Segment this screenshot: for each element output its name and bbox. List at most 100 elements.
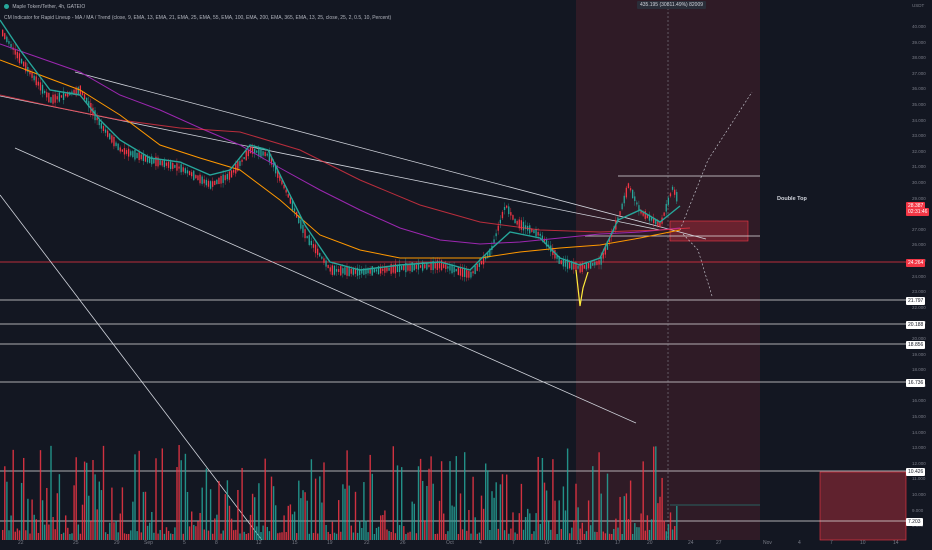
volume-bar <box>655 446 657 540</box>
volume-bar <box>646 515 649 540</box>
volume-bar <box>119 513 121 540</box>
volume-bar <box>310 459 313 540</box>
candle-body <box>619 211 621 216</box>
y-axis-tick: 22.000 <box>912 304 926 310</box>
volume-bar <box>545 490 548 540</box>
volume-bar <box>203 529 205 540</box>
candle-body <box>31 72 33 78</box>
y-axis-tick: 9.000 <box>912 507 924 513</box>
candle-body <box>474 265 476 275</box>
candle-body <box>245 150 247 161</box>
volume-bar <box>327 531 329 540</box>
volume-bar <box>230 518 233 540</box>
candle-body <box>422 262 424 271</box>
volume-bar <box>94 474 96 540</box>
volume-bar <box>272 486 275 540</box>
volume-bar <box>640 513 642 540</box>
candle-body <box>293 208 296 212</box>
candle-body <box>96 117 98 121</box>
candle-body <box>289 197 291 204</box>
candle-body <box>314 244 317 254</box>
volume-bar <box>130 530 132 540</box>
candle-body <box>562 259 564 267</box>
price-tag-price: 28.387 <box>906 202 926 210</box>
x-axis-tick: 13 <box>576 540 582 546</box>
volume-bar <box>537 456 539 540</box>
volume-bar <box>323 462 325 540</box>
volume-bar <box>107 533 109 540</box>
volume-bar <box>506 474 508 540</box>
candle-body <box>531 228 533 232</box>
volume-bar <box>394 533 397 540</box>
candle-body <box>377 266 380 275</box>
volume-bar <box>54 529 56 540</box>
volume-bar <box>392 446 394 540</box>
volume-bar <box>314 478 317 540</box>
candle-body <box>172 162 174 169</box>
volume-bar <box>146 525 149 540</box>
volume-bar <box>157 533 159 540</box>
candle-body <box>371 266 373 276</box>
candle-body <box>170 161 172 169</box>
candle-body <box>188 171 191 176</box>
volume-bar <box>382 515 384 540</box>
candle-body <box>241 159 243 162</box>
candle-body <box>655 219 657 225</box>
volume-bar <box>161 448 163 540</box>
volume-bar <box>470 533 472 540</box>
y-axis-tick: 34.000 <box>912 117 926 123</box>
volume-bar <box>632 533 634 540</box>
candle-body <box>117 143 119 151</box>
candle-body <box>37 81 39 86</box>
candle-body <box>65 93 67 97</box>
candle-body <box>459 267 462 276</box>
candle-body <box>100 123 102 129</box>
candle-body <box>535 228 537 237</box>
candle-body <box>266 153 268 156</box>
volume-bar <box>308 533 310 540</box>
volume-bar <box>541 457 544 540</box>
candle-body <box>575 262 577 271</box>
candle-body <box>443 264 445 268</box>
candle-body <box>558 256 560 264</box>
candle-body <box>88 101 90 108</box>
candle-body <box>287 194 289 198</box>
candle-body <box>644 211 646 219</box>
volume-bar <box>205 468 208 540</box>
candle-body <box>606 240 609 250</box>
candle-body <box>230 170 233 178</box>
candle-body <box>56 96 58 100</box>
volume-bar <box>20 482 23 540</box>
candle-body <box>482 255 485 265</box>
volume-bar <box>136 531 138 540</box>
price-tag-level: 24.264 <box>906 259 926 267</box>
candle-body <box>77 87 79 95</box>
y-axis-tick: 24.000 <box>912 273 926 279</box>
volume-bar <box>39 450 42 540</box>
x-axis-tick: 10 <box>860 540 866 546</box>
candle-body <box>627 183 630 189</box>
volume-bar <box>247 533 250 540</box>
volume-bar <box>356 532 359 540</box>
volume-bar <box>182 533 184 540</box>
volume-bar <box>405 533 407 540</box>
volume-bar <box>669 512 672 540</box>
volume-bar <box>207 530 210 540</box>
candle-body <box>571 261 573 270</box>
candle-body <box>396 264 399 273</box>
volume-bar <box>92 460 94 540</box>
volume-bar <box>566 448 569 540</box>
volume-bar <box>298 480 300 540</box>
candle-body <box>233 169 235 173</box>
candle-body <box>581 263 583 272</box>
volume-bar <box>178 445 180 540</box>
y-axis-tick: 29.000 <box>912 195 926 201</box>
candle-body <box>247 149 249 157</box>
volume-bar <box>256 526 258 540</box>
x-axis-tick: 19 <box>327 540 333 546</box>
volume-bar <box>163 533 166 540</box>
x-axis-tick: 4 <box>798 540 801 546</box>
candle-body <box>398 264 401 272</box>
volume-bar <box>216 514 218 540</box>
